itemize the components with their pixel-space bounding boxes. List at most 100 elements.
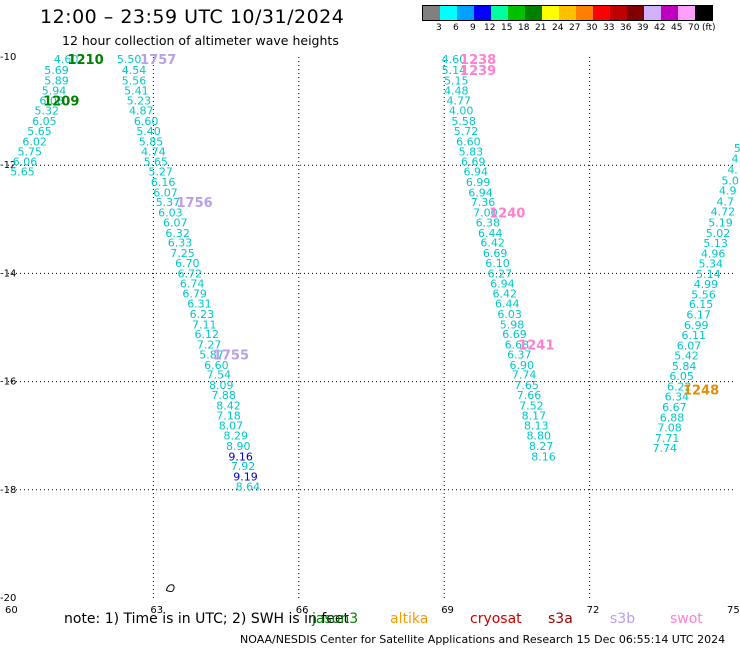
latitude-tick-label: -14 <box>0 268 16 279</box>
swh-value: 4.60 <box>54 53 79 66</box>
legend-swatch <box>627 6 644 20</box>
latitude-tick-label: -10 <box>0 52 16 63</box>
legend-swatch <box>525 6 542 20</box>
swh-value: 6.69 <box>461 155 486 168</box>
legend-label: 9 <box>470 23 476 33</box>
legend-swatch <box>508 6 525 20</box>
swh-value: 4.74 <box>141 146 166 159</box>
swh-value: 6.99 <box>466 176 491 189</box>
swh-value: 5.87 <box>199 349 224 362</box>
swh-value: 7.65 <box>514 379 539 392</box>
swh-value: 5.89 <box>44 74 69 87</box>
swh-value: 4 <box>732 153 739 166</box>
swh-value: 5.65 <box>27 125 52 138</box>
swh-value: 6.32 <box>165 227 190 240</box>
swh-value: 6.69 <box>502 328 527 341</box>
swh-value: 4.60 <box>442 53 467 66</box>
legend-label: 6 <box>453 23 459 33</box>
longitude-tick-label: 72 <box>587 605 600 616</box>
swh-value: 5.98 <box>500 318 525 331</box>
legend-unit: (ft) <box>702 23 716 33</box>
swh-value: 6.27 <box>488 267 513 280</box>
swh-value: 6.42 <box>493 287 518 300</box>
swh-value: 6.10 <box>485 257 510 270</box>
swh-value: 6.16 <box>151 176 176 189</box>
swh-value: 4. <box>727 164 738 177</box>
pass-time-label: 1210 <box>67 53 103 68</box>
latitude-tick-label: -18 <box>0 485 16 496</box>
legend-swatch <box>610 6 627 20</box>
swh-value: 5.58 <box>451 115 476 128</box>
swh-value: 4.72 <box>711 206 736 219</box>
legend-swatch <box>593 6 610 20</box>
swh-value: 4.00 <box>449 105 474 118</box>
swh-value: 6.44 <box>495 298 520 311</box>
swh-value: 6.07 <box>163 217 188 230</box>
swh-value: 7.54 <box>207 369 232 382</box>
swh-value: 6.11 <box>682 329 707 342</box>
swh-value: 6.31 <box>187 298 212 311</box>
swh-value: 6.72 <box>178 267 203 280</box>
legend-label: 42 <box>654 23 666 33</box>
swh-value: 6.33 <box>168 237 193 250</box>
legend-label: 70 <box>688 23 700 33</box>
swh-value: 8.09 <box>209 379 234 392</box>
legend-label: 3 <box>436 23 442 33</box>
swh-value: 6.07 <box>677 339 702 352</box>
swh-value: 6.99 <box>684 319 709 332</box>
swh-value: 5.75 <box>18 146 43 159</box>
swh-value: 6.68 <box>505 338 530 351</box>
swh-value: 9.16 <box>228 450 253 463</box>
swh-value: 5.69 <box>44 64 69 77</box>
swh-value: 5.13 <box>703 237 728 250</box>
swh-value: 5 <box>734 142 740 155</box>
swh-value: 6.60 <box>456 135 481 148</box>
swh-value: 4.9 <box>719 185 737 198</box>
swh-value: 6.12 <box>194 328 219 341</box>
island-outline <box>165 584 175 593</box>
swh-value: 4.77 <box>446 94 471 107</box>
swh-value: 8.27 <box>529 440 554 453</box>
swh-value: 7.74 <box>652 442 677 455</box>
swh-value: 6.94 <box>490 278 515 291</box>
swh-value: 6.94 <box>463 166 488 179</box>
swh-value: 6.38 <box>476 217 501 230</box>
swh-value: 7.36 <box>471 196 496 209</box>
swh-value: 7.27 <box>197 338 222 351</box>
footnote: note: 1) Time is in UTC; 2) SWH is in fe… <box>64 611 350 627</box>
swh-value: 5.15 <box>444 74 469 87</box>
swh-value: 6.23 <box>190 308 215 321</box>
legend-labels: 3 6 9 12 15 18 21 24 27 30 33 36 39 42 45 70 (ft) <box>422 21 716 33</box>
swh-value: 8.64 <box>236 481 261 494</box>
swh-value: 5.85 <box>139 135 164 148</box>
legend-swatch <box>576 6 593 20</box>
swh-value: 6.42 <box>480 237 505 250</box>
legend-swatch <box>661 6 678 20</box>
legend-label: 15 <box>501 23 513 33</box>
legend-swatch <box>542 6 559 20</box>
swh-value: 6.07 <box>153 186 178 199</box>
pass-time-label: 1209 <box>43 94 79 109</box>
swh-value: 6.90 <box>509 359 534 372</box>
legend-label: 24 <box>552 23 564 33</box>
swh-value: 6.17 <box>686 309 711 322</box>
swh-value: 6.22 <box>667 380 692 393</box>
swh-value: 7.92 <box>231 460 256 473</box>
swh-value: 7.66 <box>517 389 542 402</box>
page-subtitle: 12 hour collection of altimeter wave hei… <box>62 33 339 48</box>
legend-label: 30 <box>586 23 598 33</box>
mission-swot: swot <box>670 611 703 627</box>
swh-value: 5.65 <box>10 166 35 179</box>
swh-value: 5.65 <box>144 155 169 168</box>
longitude-tick-label: 69 <box>441 605 454 616</box>
legend-label: 21 <box>535 23 547 33</box>
swh-value: 6.05 <box>669 370 694 383</box>
swh-value: 4.96 <box>701 247 726 260</box>
swh-value: 8.42 <box>216 399 241 412</box>
swh-value: 5.83 <box>459 146 484 159</box>
swh-value: 4.7 <box>717 195 735 208</box>
swh-value: 6.60 <box>134 115 159 128</box>
swh-value: 7.08 <box>657 422 682 435</box>
swh-value: 6.02 <box>22 135 47 148</box>
